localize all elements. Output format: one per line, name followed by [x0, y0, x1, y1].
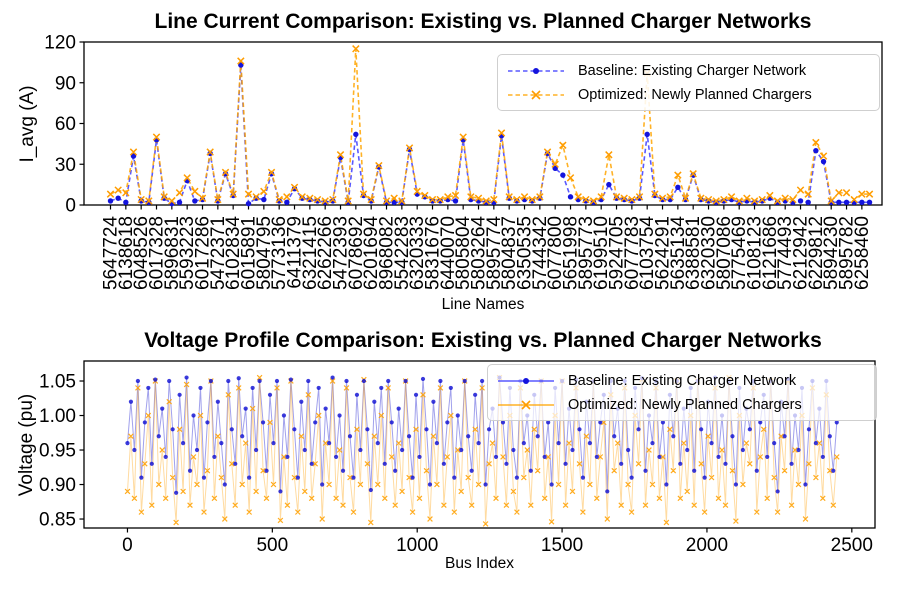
x-tick-label: 6077783 [622, 216, 643, 290]
x-tick-label: 6199510 [591, 216, 612, 290]
x-tick-label: 6015891 [239, 216, 260, 290]
x-tick-label: 6017286 [193, 216, 214, 290]
optimized-markers [106, 45, 874, 205]
svg-text:2500: 2500 [831, 535, 873, 556]
x-tick-label: 5831676 [423, 216, 444, 290]
x-tick-label: 6048526 [131, 216, 152, 290]
chart2-x-axis-label: Bus Index [445, 555, 514, 572]
x-tick-label: 5805804 [453, 216, 474, 290]
x-tick-label: 6078692 [346, 216, 367, 290]
optimized-line [110, 48, 870, 203]
chart1-title: Line Current Comparison: Existing vs. Pl… [154, 10, 812, 33]
x-tick-label: 5472393 [331, 216, 352, 290]
x-tick-label: 6108123 [745, 216, 766, 290]
optimized-dashed-line-sample-icon [508, 90, 564, 100]
x-tick-label: 6017328 [147, 216, 168, 290]
x-tick-label: 5647724 [101, 216, 122, 290]
x-tick-label: 6388581 [683, 216, 704, 290]
legend-label-optimized: Optimized: Newly Planned Chargers [568, 397, 802, 413]
x-tick-label: 5773136 [269, 216, 290, 290]
svg-text:90: 90 [55, 73, 76, 94]
legend-label-baseline: Baseline: Existing Charger Network [568, 373, 797, 389]
chart1-legend: Baseline: Existing Charger Network Optim… [497, 54, 880, 111]
x-tick-label: 5624291 [653, 216, 674, 290]
x-tick-label: 6121686 [760, 216, 781, 290]
x-tick-label: 6212942 [791, 216, 812, 290]
svg-text:1500: 1500 [541, 535, 583, 556]
x-tick-label: 6138618 [116, 216, 137, 290]
svg-text:1.00: 1.00 [39, 406, 76, 427]
x-tick-label: 5804837 [499, 216, 520, 290]
x-tick-label: 6320330 [699, 216, 720, 290]
legend-row-baseline: Baseline: Existing Charger Network [496, 369, 866, 393]
x-tick-label: 6321415 [300, 216, 321, 290]
svg-text:1000: 1000 [396, 535, 438, 556]
baseline-dashed-line-sample-icon [508, 68, 564, 74]
x-tick-label: 6320333 [407, 216, 428, 290]
svg-text:0: 0 [65, 196, 76, 217]
x-tick-label: 6440070 [438, 216, 459, 290]
svg-text:120: 120 [44, 33, 76, 54]
x-tick-label: 5651998 [561, 216, 582, 290]
x-tick-label: 5775469 [729, 216, 750, 290]
x-tick-label: 5593223 [177, 216, 198, 290]
x-tick-label: 5895774 [484, 216, 505, 290]
x-tick-label: 6102834 [223, 216, 244, 290]
x-tick-label: 5807086 [714, 216, 735, 290]
svg-text:30: 30 [55, 155, 76, 176]
svg-text:1.05: 1.05 [39, 372, 76, 393]
svg-text:2000: 2000 [686, 535, 728, 556]
x-tick-label: 6229812 [806, 216, 827, 290]
svg-text:0.85: 0.85 [39, 510, 76, 531]
x-tick-label: 5895782 [837, 216, 858, 290]
x-tick-label: 5472371 [208, 216, 229, 290]
x-tick-label: 5896831 [162, 216, 183, 290]
x-tick-label: 5803264 [469, 216, 490, 290]
chart1-plot-area: 0306090120564772461386186048526601732858… [44, 33, 883, 290]
x-tick-label: 5542283 [392, 216, 413, 290]
svg-text:0.95: 0.95 [39, 441, 76, 462]
x-tick-label: 5804795 [254, 216, 275, 290]
svg-text:500: 500 [256, 535, 288, 556]
x-tick-label: 6201694 [361, 216, 382, 290]
x-tick-label: 5924705 [607, 216, 628, 290]
optimized-solid-line-sample-icon [498, 400, 554, 410]
svg-text:0.90: 0.90 [39, 475, 76, 496]
legend-label-baseline: Baseline: Existing Charger Network [578, 63, 807, 79]
legend-label-optimized: Optimized: Newly Planned Chargers [578, 87, 812, 103]
legend-row-optimized: Optimized: Newly Planned Chargers [496, 393, 866, 417]
chart2-plot-area: 0.85 0.90 0.95 1.00 1.05 0 500 1000 1500 2000 2500 [39, 360, 876, 556]
chart1-x-axis-label: Line Names [441, 296, 525, 313]
x-tick-label: 5774493 [775, 216, 796, 290]
x-tick-label: 6262266 [315, 216, 336, 290]
x-tick-label: 5895773 [576, 216, 597, 290]
chart2-title: Voltage Profile Comparison: Existing vs.… [144, 329, 822, 352]
chart2-y-axis-label: Voltage (pu) [16, 393, 37, 497]
x-tick-label: 5894230 [821, 216, 842, 290]
x-tick-label: 6258460 [852, 216, 873, 290]
chart1-y-axis-label: I_avg (A) [17, 85, 38, 163]
x-tick-label: 8968082 [377, 216, 398, 290]
chart2-legend: Baseline: Existing Charger Network Optim… [487, 364, 877, 421]
x-tick-label: 5635134 [668, 216, 689, 290]
baseline-markers [107, 62, 873, 207]
svg-text:0: 0 [122, 535, 133, 556]
svg-text:60: 60 [55, 114, 76, 135]
x-tick-label: 5744342 [530, 216, 551, 290]
x-tick-label: 6350535 [515, 216, 536, 290]
legend-row-baseline: Baseline: Existing Charger Network [506, 59, 869, 83]
x-tick-label: 6103754 [637, 216, 658, 290]
legend-row-optimized: Optimized: Newly Planned Chargers [506, 83, 869, 107]
x-tick-label: 6411379 [285, 216, 306, 289]
baseline-solid-line-sample-icon [498, 378, 554, 384]
x-tick-label: 6077800 [545, 216, 566, 290]
